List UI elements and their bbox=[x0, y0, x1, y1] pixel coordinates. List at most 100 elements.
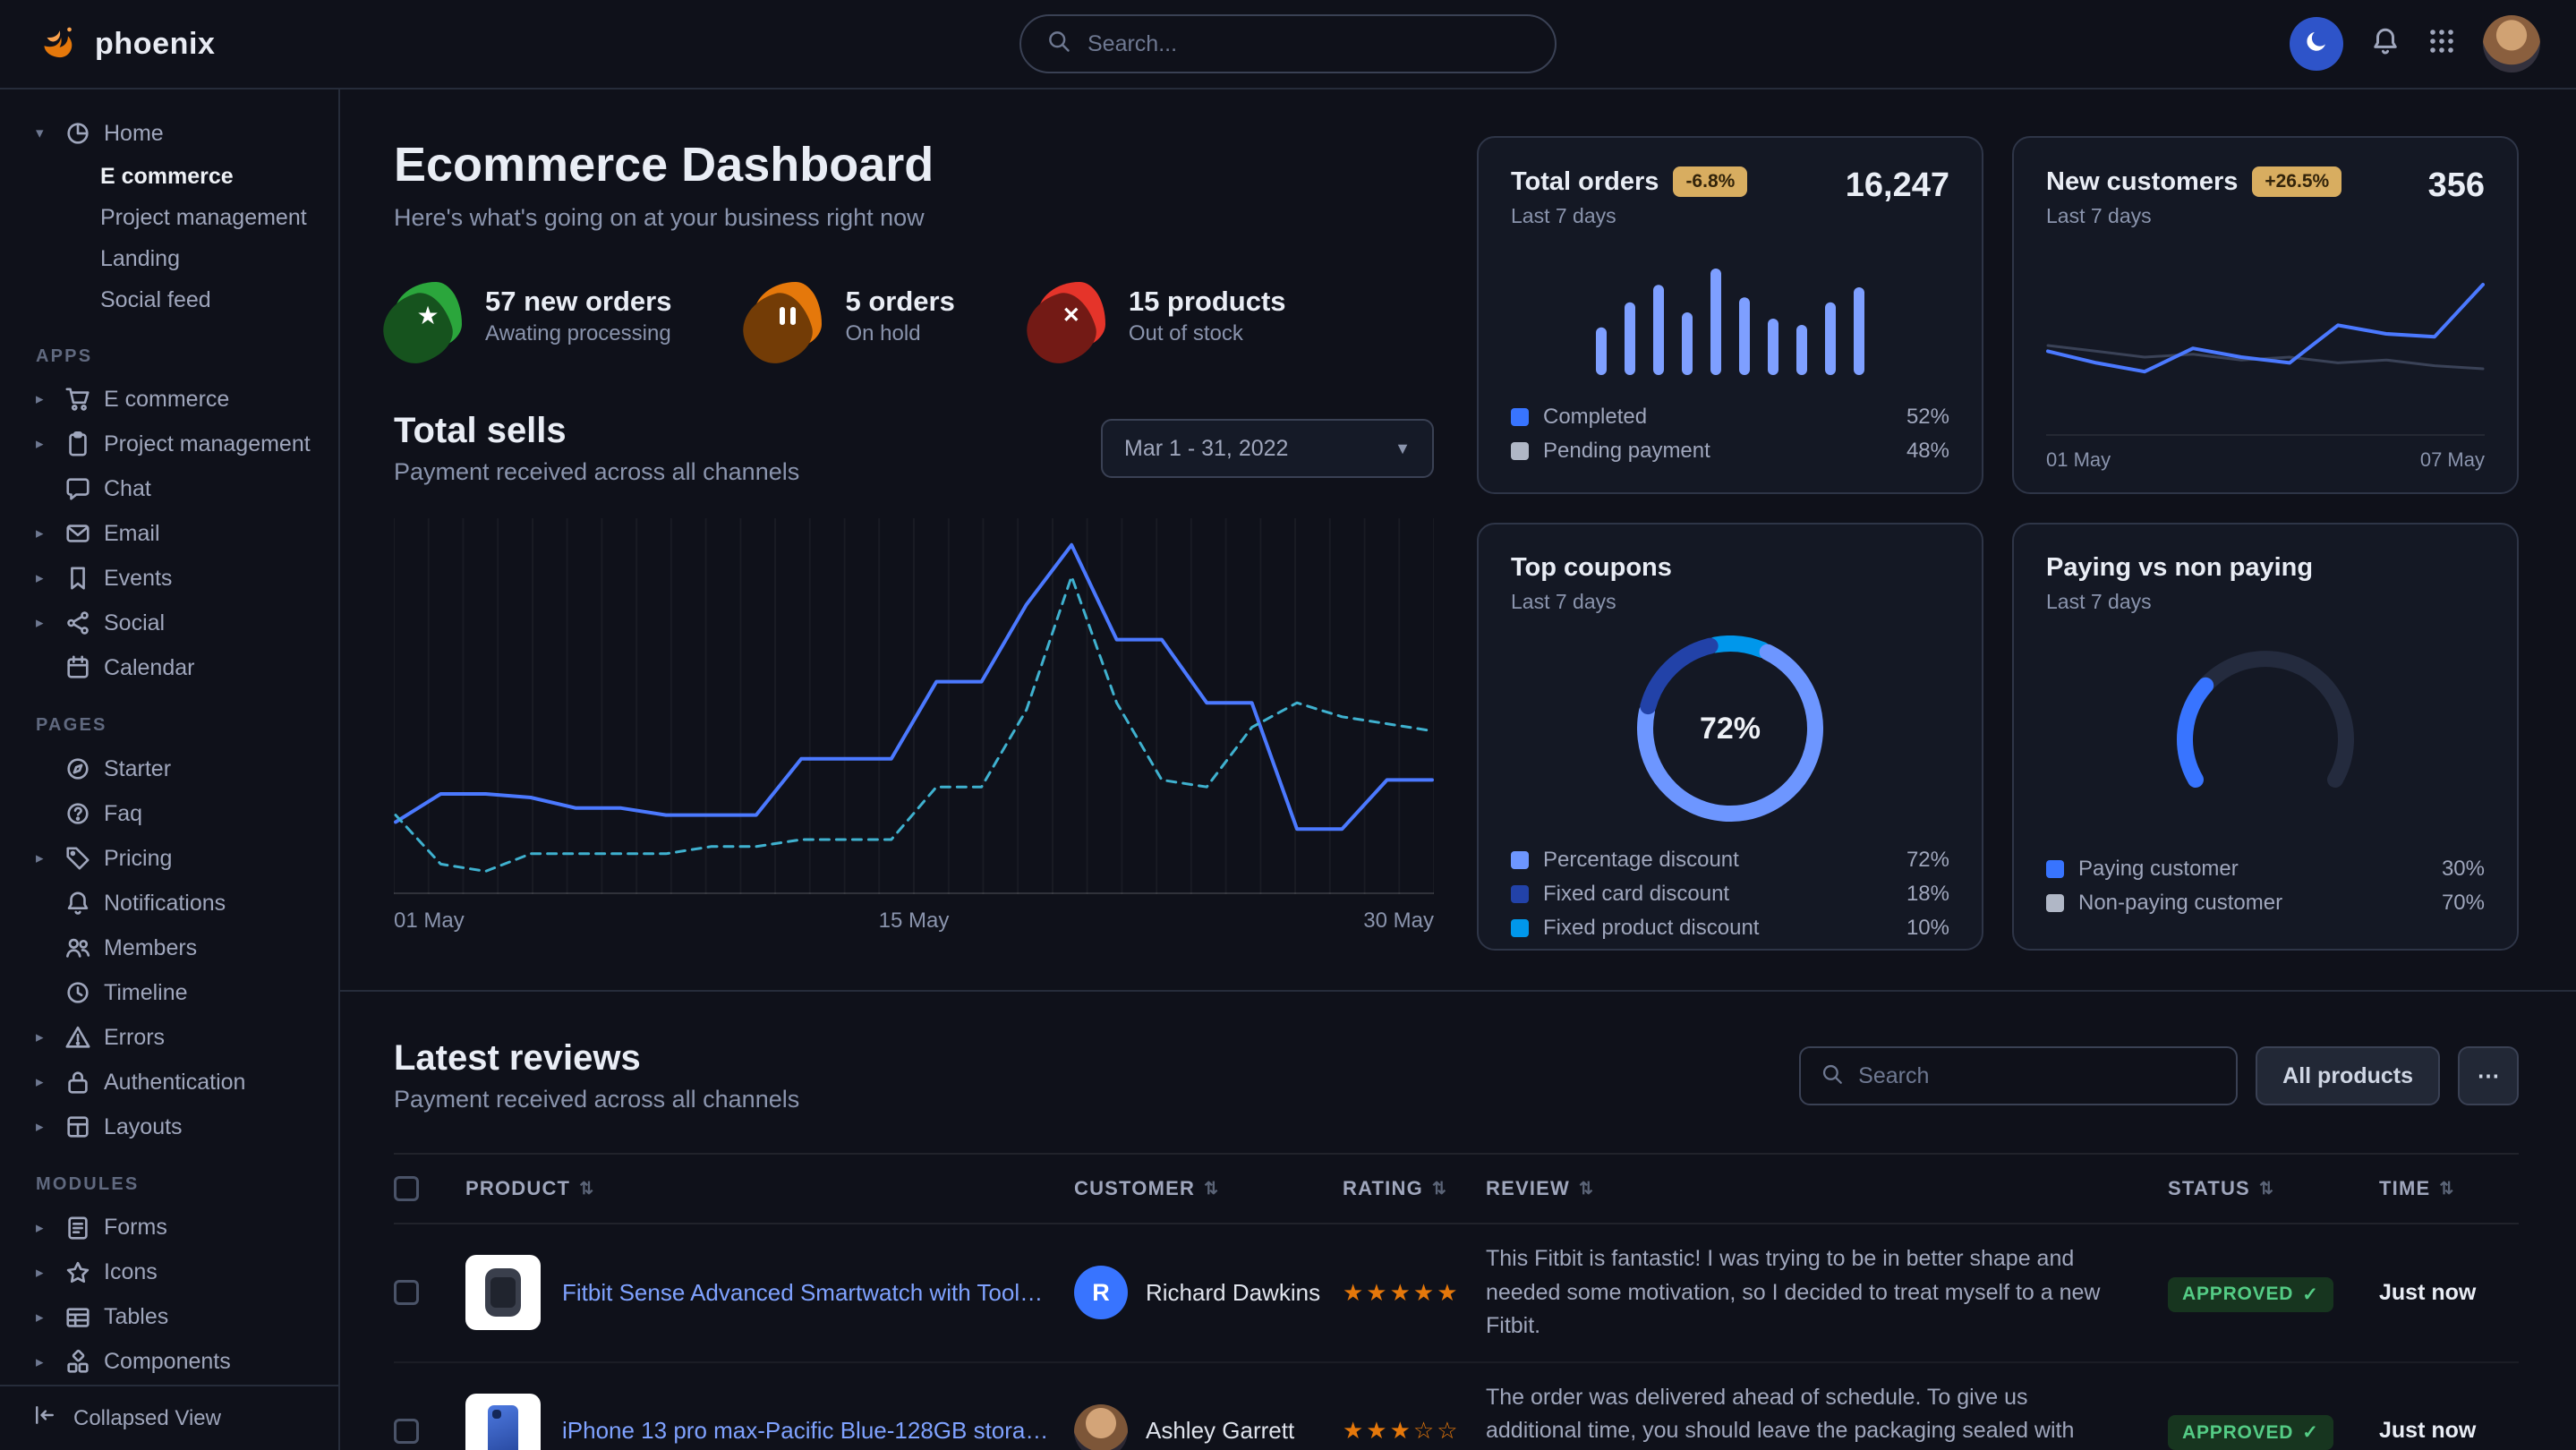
review-text: The order was delivered ahead of schedul… bbox=[1486, 1363, 2168, 1450]
chat-icon bbox=[64, 475, 91, 502]
new-customers-x-axis: 01 May 07 May bbox=[2046, 434, 2485, 472]
cart-icon bbox=[64, 386, 91, 413]
global-search[interactable] bbox=[1019, 14, 1557, 73]
row-checkbox[interactable] bbox=[394, 1419, 419, 1444]
notifications-button[interactable] bbox=[2370, 26, 2401, 63]
sidebar-item-errors[interactable]: ▸ Errors bbox=[0, 1015, 338, 1060]
sidebar-item-social[interactable]: ▸ Social bbox=[0, 601, 338, 645]
sidebar-section-apps: APPS bbox=[0, 343, 338, 371]
new-customers-value: 356 bbox=[2428, 166, 2485, 228]
column-rating[interactable]: RATING⇅ bbox=[1343, 1177, 1486, 1200]
sidebar-item-layouts[interactable]: ▸ Layouts bbox=[0, 1105, 338, 1149]
legend-item: Percentage discount 72% bbox=[1511, 843, 1949, 877]
customer-avatar: R bbox=[1074, 1266, 1128, 1319]
warning-icon bbox=[64, 1024, 91, 1051]
sidebar-item-faq[interactable]: Faq bbox=[0, 791, 338, 836]
total-sells-title: Total sells bbox=[394, 411, 799, 451]
sidebar-item-project-management-dashboard[interactable]: Project management bbox=[0, 197, 338, 238]
sidebar-item-authentication[interactable]: ▸ Authentication bbox=[0, 1060, 338, 1105]
collapsed-view-toggle[interactable]: Collapsed View bbox=[0, 1385, 338, 1450]
top-coupons-donut-chart: 72% bbox=[1637, 635, 1823, 822]
document-icon bbox=[64, 1215, 91, 1241]
sidebar-item-events[interactable]: ▸ Events bbox=[0, 556, 338, 601]
pie-chart-icon bbox=[64, 120, 91, 147]
product-link[interactable]: iPhone 13 pro max-Pacific Blue-128GB sto… bbox=[562, 1417, 1049, 1445]
sidebar-item-ecommerce[interactable]: ▸ E commerce bbox=[0, 377, 338, 422]
sidebar-item-chat[interactable]: Chat bbox=[0, 466, 338, 511]
paying-vs-nonpaying-card: Paying vs non paying Last 7 days Paying … bbox=[2012, 523, 2519, 951]
reviews-search[interactable] bbox=[1799, 1046, 2238, 1105]
caret-right-icon: ▸ bbox=[36, 1219, 52, 1237]
sidebar-item-landing[interactable]: Landing bbox=[0, 238, 338, 279]
layout-icon bbox=[64, 1113, 91, 1140]
sort-icon: ⇅ bbox=[2259, 1179, 2274, 1199]
product-link[interactable]: Fitbit Sense Advanced Smartwatch with To… bbox=[562, 1279, 1049, 1307]
components-icon bbox=[64, 1349, 91, 1376]
sidebar-item-email[interactable]: ▸ Email bbox=[0, 511, 338, 556]
review-text: This Fitbit is fantastic! I was trying t… bbox=[1486, 1224, 2168, 1361]
user-avatar[interactable] bbox=[2483, 15, 2540, 72]
search-icon bbox=[1046, 28, 1071, 61]
latest-reviews-subtitle: Payment received across all channels bbox=[394, 1086, 799, 1113]
column-time[interactable]: TIME⇅ bbox=[2379, 1177, 2519, 1200]
reviews-search-input[interactable] bbox=[1858, 1063, 2216, 1089]
more-options-button[interactable]: ⋯ bbox=[2458, 1046, 2519, 1105]
bell-icon bbox=[2370, 26, 2401, 63]
caret-right-icon: ▸ bbox=[36, 390, 52, 408]
brand-name: phoenix bbox=[95, 27, 216, 62]
share-nodes-icon bbox=[64, 610, 91, 636]
table-icon bbox=[64, 1304, 91, 1331]
apps-grid-button[interactable] bbox=[2427, 27, 2456, 62]
legend-item: Completed 52% bbox=[1511, 400, 1949, 434]
total-orders-card: Total orders -6.8% Last 7 days 16,247 bbox=[1477, 136, 1983, 494]
sidebar-item-notifications[interactable]: Notifications bbox=[0, 881, 338, 925]
main-content: Ecommerce Dashboard Here's what's going … bbox=[340, 90, 2576, 1450]
sidebar-item-components[interactable]: ▸ Components bbox=[0, 1340, 338, 1385]
caret-right-icon: ▸ bbox=[36, 1309, 52, 1326]
sidebar-item-forms[interactable]: ▸ Forms bbox=[0, 1206, 338, 1250]
sidebar-item-members[interactable]: Members bbox=[0, 925, 338, 970]
date-range-select[interactable]: Mar 1 - 31, 2022 ▼ bbox=[1101, 419, 1434, 478]
total-sells-chart bbox=[394, 518, 1434, 894]
rating-stars: ★★★☆☆ bbox=[1343, 1417, 1486, 1445]
sidebar-item-starter[interactable]: Starter bbox=[0, 746, 338, 791]
caret-right-icon: ▸ bbox=[36, 569, 52, 587]
bookmark-icon bbox=[64, 565, 91, 592]
sidebar-item-home[interactable]: ▾ Home bbox=[0, 111, 338, 156]
column-status[interactable]: STATUS⇅ bbox=[2168, 1177, 2379, 1200]
sidebar-item-calendar[interactable]: Calendar bbox=[0, 645, 338, 690]
check-icon: ✓ bbox=[2302, 1421, 2318, 1444]
sidebar-item-tables[interactable]: ▸ Tables bbox=[0, 1295, 338, 1340]
sidebar-item-pricing[interactable]: ▸ Pricing bbox=[0, 836, 338, 881]
review-time: Just now bbox=[2379, 1418, 2519, 1444]
customer-name: Richard Dawkins bbox=[1146, 1279, 1320, 1307]
legend-item: Fixed product discount 10% bbox=[1511, 911, 1949, 945]
sidebar-item-project-management[interactable]: ▸ Project management bbox=[0, 422, 338, 466]
stat-orders-on-hold: 5 orders On hold bbox=[754, 282, 954, 350]
stat-out-of-stock: ✕ 15 products Out of stock bbox=[1037, 282, 1286, 350]
new-customers-card: New customers +26.5% Last 7 days 356 01 … bbox=[2012, 136, 2519, 494]
all-products-button[interactable]: All products bbox=[2256, 1046, 2440, 1105]
table-row: iPhone 13 pro max-Pacific Blue-128GB sto… bbox=[394, 1363, 2519, 1450]
theme-toggle-button[interactable] bbox=[2290, 17, 2343, 71]
card-title: New customers bbox=[2046, 167, 2238, 197]
row-checkbox[interactable] bbox=[394, 1280, 419, 1305]
global-search-input[interactable] bbox=[1088, 31, 1530, 57]
grid-icon bbox=[2427, 27, 2456, 62]
customer-name: Ashley Garrett bbox=[1146, 1417, 1294, 1445]
donut-center-label: 72% bbox=[1637, 635, 1823, 822]
caret-right-icon: ▸ bbox=[36, 849, 52, 867]
sidebar-item-social-feed[interactable]: Social feed bbox=[0, 279, 338, 320]
column-customer[interactable]: CUSTOMER⇅ bbox=[1074, 1177, 1343, 1200]
star-blob-icon: ★ bbox=[394, 282, 462, 350]
sidebar: ▾ Home E commerce Project management Lan… bbox=[0, 90, 340, 1450]
brand-logo[interactable]: phoenix bbox=[36, 18, 216, 70]
column-review[interactable]: REVIEW⇅ bbox=[1486, 1177, 2168, 1200]
trend-badge: -6.8% bbox=[1673, 166, 1747, 197]
sidebar-item-timeline[interactable]: Timeline bbox=[0, 970, 338, 1015]
column-product[interactable]: PRODUCT⇅ bbox=[465, 1177, 1074, 1200]
sidebar-item-icons[interactable]: ▸ Icons bbox=[0, 1250, 338, 1295]
select-all-checkbox[interactable] bbox=[394, 1176, 419, 1201]
caret-down-icon: ▾ bbox=[36, 124, 52, 142]
sidebar-item-ecommerce-dashboard[interactable]: E commerce bbox=[0, 156, 338, 197]
